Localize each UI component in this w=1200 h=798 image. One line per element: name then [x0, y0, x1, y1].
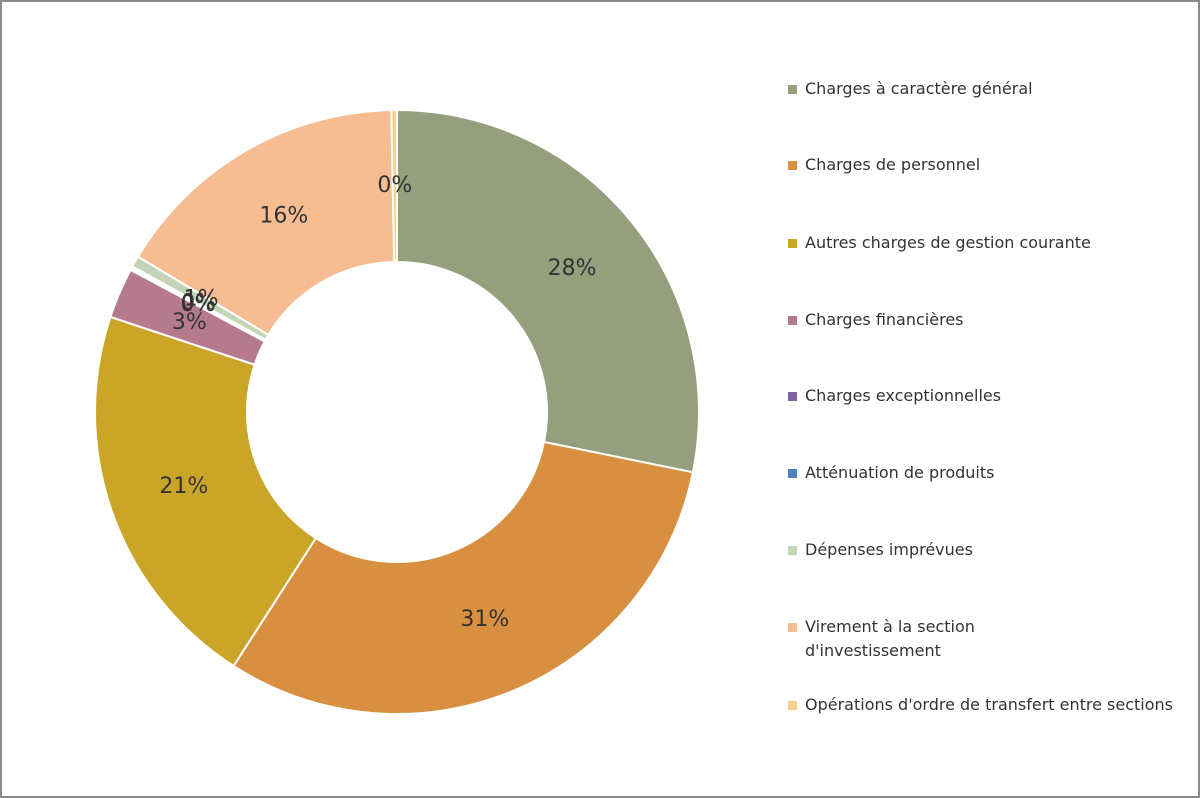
legend-item: Autres charges de gestion courante [788, 231, 1178, 255]
legend-swatch [788, 546, 797, 555]
legend-label: Charges de personnel [805, 155, 981, 174]
legend-swatch [788, 239, 797, 248]
donut-slice [232, 440, 695, 715]
donut-slice [396, 108, 700, 474]
legend-label: Opérations d'ordre de transfert entre se… [805, 695, 1174, 714]
legend-swatch [788, 623, 797, 632]
legend-item: Charges à caractère général [788, 77, 1178, 101]
legend-item: Charges exceptionnelles [788, 384, 1178, 408]
data-label: 0% [181, 291, 216, 316]
data-label: 0% [180, 292, 215, 317]
legend-label: Charges exceptionnelles [805, 386, 1002, 405]
donut-slice [136, 109, 396, 337]
legend-swatch [788, 701, 797, 710]
legend-item: Charges financières [788, 308, 1178, 332]
data-label: 1% [184, 286, 219, 311]
legend-swatch [788, 161, 797, 170]
legend-item: Charges de personnel [788, 153, 1178, 177]
legend-item: Virement à la section d'investissement [788, 615, 1028, 663]
data-label: 0% [377, 173, 412, 198]
donut-slice [94, 315, 318, 668]
legend-label: Autres charges de gestion courante [805, 233, 1091, 252]
legend-swatch [788, 469, 797, 478]
legend-label: Charges à caractère général [805, 79, 1033, 98]
legend-item: Dépenses imprévues [788, 538, 1178, 562]
legend-swatch [788, 316, 797, 325]
legend-label: Charges financières [805, 310, 964, 329]
legend-label: Atténuation de produits [805, 463, 995, 482]
legend-item: Atténuation de produits [788, 461, 1178, 485]
legend-label: Dépenses imprévues [805, 540, 973, 559]
legend-swatch [788, 392, 797, 401]
data-label: 3% [172, 310, 207, 335]
donut-slice [390, 108, 398, 264]
legend-label: Virement à la section d'investissement [805, 617, 975, 660]
data-label: 21% [159, 474, 208, 499]
data-label: 28% [548, 256, 597, 281]
data-label: 16% [259, 203, 308, 228]
legend-swatch [788, 85, 797, 94]
legend-item: Opérations d'ordre de transfert entre se… [788, 693, 1178, 717]
donut: 28%31%21%3%0%0%1%16%0% [94, 108, 700, 715]
data-label: 31% [460, 607, 509, 632]
